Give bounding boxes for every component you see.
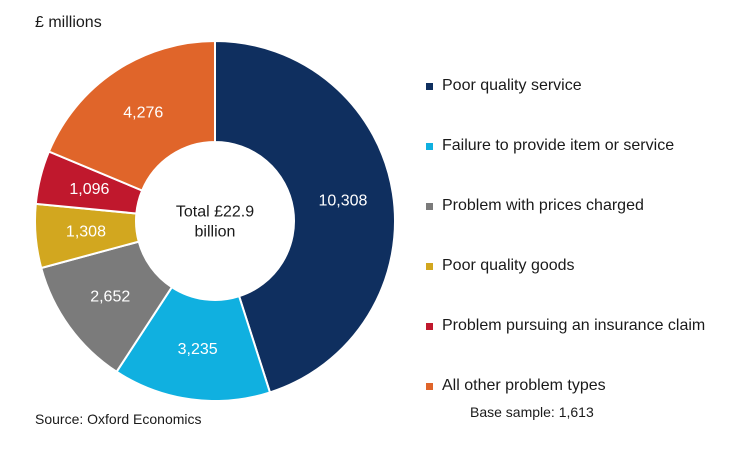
- base-sample-note: Base sample: 1,613: [470, 404, 594, 420]
- legend-label: Poor quality goods: [442, 257, 575, 274]
- legend-item: All other problem types: [426, 356, 705, 416]
- chart-legend: Poor quality service Failure to provide i…: [426, 56, 705, 416]
- source-note: Source: Oxford Economics: [35, 411, 202, 427]
- legend-item: Failure to provide item or service: [426, 116, 705, 176]
- unit-label: £ millions: [35, 14, 102, 31]
- legend-item: Poor quality service: [426, 56, 705, 116]
- legend-swatch: [426, 142, 433, 150]
- donut-chart: 10,308 3,235 2,652 1,308 1,096 4,276 Total £22…: [34, 39, 396, 400]
- legend-label: Problem pursuing an insurance claim: [442, 317, 706, 334]
- donut-slice-6: [47, 39, 216, 192]
- legend-swatch: [426, 202, 433, 210]
- legend-swatch: [426, 322, 433, 330]
- legend-item: Problem with prices charged: [426, 176, 705, 236]
- slice-value-label: 4,276: [123, 105, 163, 122]
- legend-swatch: [426, 382, 433, 390]
- legend-item: Problem pursuing an insurance claim: [426, 296, 705, 356]
- legend-label: Poor quality service: [442, 77, 582, 94]
- slice-value-label: 10,308: [318, 192, 367, 209]
- center-total-label: billion: [195, 224, 236, 241]
- slice-value-label: 3,235: [178, 341, 218, 358]
- legend-label: Failure to provide item or service: [442, 137, 675, 154]
- legend-label: All other problem types: [442, 377, 606, 394]
- donut-slice-1: [214, 39, 396, 394]
- slice-value-label: 1,096: [69, 181, 109, 198]
- slice-value-label: 2,652: [90, 289, 130, 306]
- legend-item: Poor quality goods: [426, 236, 705, 296]
- legend-swatch: [426, 262, 433, 270]
- donut-slice-2: [115, 285, 272, 400]
- legend-label: Problem with prices charged: [442, 197, 644, 214]
- slice-value-label: 1,308: [66, 223, 106, 240]
- legend-swatch: [426, 82, 433, 90]
- center-total-label: Total £22.9: [176, 204, 254, 221]
